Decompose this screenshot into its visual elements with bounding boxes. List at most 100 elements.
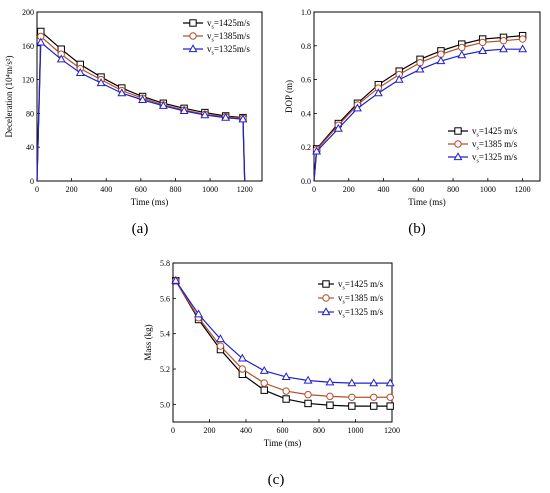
data-point bbox=[457, 50, 467, 59]
legend-label-main: v bbox=[207, 31, 212, 41]
series-line bbox=[313, 48, 523, 182]
data-point bbox=[499, 44, 508, 53]
y-axis-label: Deceleration (10⁴m/s²) bbox=[4, 55, 14, 137]
chart-panel-1: 0 200 400 600 800 1000 1200 0 40 80 120 160 200 Time … bbox=[4, 8, 263, 237]
data-point bbox=[370, 402, 378, 410]
legend-label-sub: s bbox=[477, 159, 480, 165]
data-point bbox=[282, 395, 290, 403]
data-point bbox=[326, 401, 334, 409]
legend-label: vs=1325 m/s bbox=[472, 152, 518, 165]
x-axis-label: Time (ms) bbox=[264, 438, 301, 448]
x-tick-label: 0 bbox=[171, 426, 175, 435]
legend-label-rest: =1325 m/s bbox=[345, 307, 384, 317]
y-tick-label: 5.2 bbox=[160, 365, 170, 374]
data-point bbox=[36, 37, 46, 46]
legend-marker bbox=[322, 294, 330, 302]
data-point bbox=[179, 106, 189, 114]
panel-caption: (b) bbox=[408, 221, 426, 237]
x-tick-label: 400 bbox=[240, 426, 252, 435]
legend-label-sub: s bbox=[343, 286, 346, 292]
x-tick-label: 1200 bbox=[384, 426, 400, 435]
data-point bbox=[303, 375, 313, 384]
data-point bbox=[325, 377, 335, 386]
data-point bbox=[238, 114, 248, 123]
y-tick-label: 200 bbox=[22, 8, 34, 17]
x-tick-label: 1000 bbox=[202, 185, 218, 194]
data-point bbox=[385, 378, 395, 387]
data-point bbox=[215, 334, 225, 343]
data-point bbox=[436, 56, 446, 65]
legend-label-main: v bbox=[472, 139, 477, 149]
legend-label-sub: s bbox=[212, 25, 215, 31]
legend-label: vs=1325 m/s bbox=[338, 307, 384, 320]
x-tick-label: 800 bbox=[447, 185, 459, 194]
y-tick-label: 0.8 bbox=[301, 42, 311, 51]
data-point bbox=[75, 68, 85, 76]
legend-label-rest: =1385 m/s bbox=[479, 139, 518, 149]
data-point bbox=[369, 378, 379, 387]
data-point bbox=[138, 95, 148, 103]
data-point bbox=[415, 64, 425, 73]
data-point bbox=[304, 390, 312, 399]
x-tick-label: 800 bbox=[313, 426, 325, 435]
x-tick-label: 600 bbox=[412, 185, 424, 194]
series-line bbox=[36, 41, 246, 182]
x-axis-label: Time (ms) bbox=[131, 197, 168, 207]
data-point bbox=[200, 110, 210, 119]
data-point bbox=[478, 46, 488, 54]
data-point bbox=[216, 342, 225, 350]
data-point bbox=[353, 103, 362, 112]
x-tick-label: 0 bbox=[312, 185, 316, 194]
legend-marker bbox=[453, 152, 463, 161]
series-3 bbox=[36, 37, 248, 182]
data-point bbox=[238, 365, 247, 373]
data-point bbox=[373, 88, 383, 97]
legend-marker bbox=[188, 44, 198, 53]
legend-label-sub: s bbox=[343, 314, 346, 320]
x-tick-label: 400 bbox=[378, 185, 390, 194]
legend-marker bbox=[189, 19, 197, 27]
legend-label-main: v bbox=[338, 279, 343, 289]
panel-caption: (a) bbox=[132, 221, 149, 237]
data-point bbox=[194, 309, 204, 318]
legend-label: vs=1325m/s bbox=[207, 44, 250, 57]
x-tick-label: 200 bbox=[66, 185, 78, 194]
legend-label-main: v bbox=[207, 44, 212, 54]
legend-marker bbox=[454, 140, 462, 148]
legend-label: vs=1385 m/s bbox=[338, 293, 384, 306]
legend-label-sub: s bbox=[212, 51, 215, 57]
series-3 bbox=[312, 44, 528, 182]
data-point bbox=[386, 393, 394, 401]
panel-caption: (c) bbox=[268, 472, 285, 488]
legend-label-rest: =1425 m/s bbox=[479, 126, 518, 136]
x-tick-label: 600 bbox=[277, 426, 289, 435]
y-tick-label: 1.0 bbox=[301, 8, 311, 17]
data-point bbox=[259, 365, 269, 374]
legend-label-sub: s bbox=[343, 300, 346, 306]
series-3 bbox=[171, 275, 395, 387]
data-point bbox=[260, 379, 268, 387]
y-tick-label: 80 bbox=[26, 109, 34, 118]
data-point bbox=[386, 402, 394, 410]
legend-label: vs=1425 m/s bbox=[472, 126, 518, 139]
x-tick-label: 200 bbox=[204, 426, 216, 435]
data-point bbox=[281, 372, 291, 381]
data-point bbox=[282, 387, 290, 395]
legend-label-main: v bbox=[207, 18, 212, 28]
legend-label-rest: =1325 m/s bbox=[479, 152, 518, 162]
data-point bbox=[518, 44, 528, 53]
legend-label: vs=1385m/s bbox=[207, 31, 250, 44]
legend-label: vs=1425m/s bbox=[207, 18, 250, 31]
data-point bbox=[478, 38, 487, 47]
legend-label-main: v bbox=[472, 126, 477, 136]
data-point bbox=[221, 112, 231, 121]
plot-frame bbox=[36, 11, 263, 182]
legend-label: vs=1425 m/s bbox=[338, 279, 384, 292]
legend-marker bbox=[322, 280, 330, 288]
legend-marker bbox=[454, 127, 462, 135]
x-tick-label: 0 bbox=[35, 185, 39, 194]
x-axis-label: Time (ms) bbox=[408, 197, 445, 207]
legend-label-main: v bbox=[338, 293, 343, 303]
legend-label-rest: =1425 m/s bbox=[345, 279, 384, 289]
x-tick-label: 200 bbox=[343, 185, 355, 194]
